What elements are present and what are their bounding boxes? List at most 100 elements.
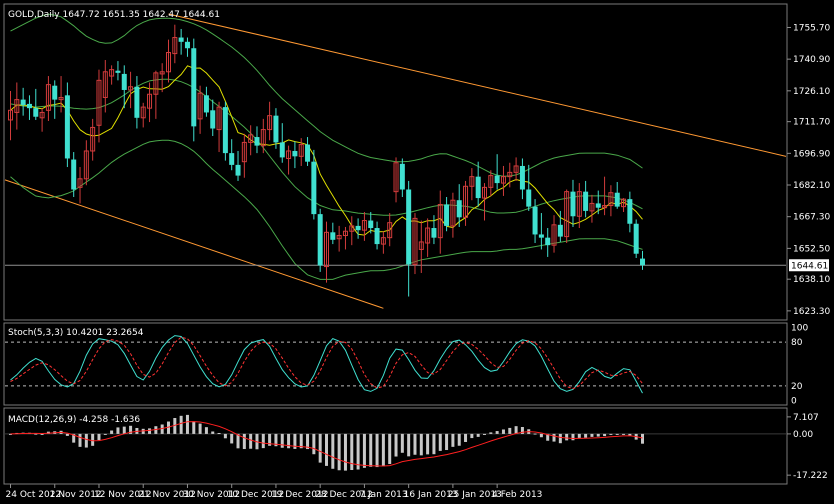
macd-histogram-bar (217, 433, 221, 435)
candle (621, 198, 627, 212)
macd-histogram-bar (242, 433, 246, 450)
candle (519, 158, 525, 200)
candle (608, 185, 614, 217)
candle (557, 210, 563, 242)
macd-histogram-bar (192, 421, 196, 434)
candle-body (71, 159, 77, 190)
macd-histogram-bar (293, 433, 297, 449)
current-price-label: 1644.61 (791, 261, 828, 271)
candle-body (178, 37, 184, 42)
price-tick-label: 1711.70 (793, 118, 830, 128)
channel-lower-line (4, 179, 384, 309)
macd-histogram-bar (438, 433, 442, 451)
candle (128, 71, 134, 109)
macd-histogram-bar (603, 433, 607, 437)
candle (526, 164, 532, 211)
candle (83, 140, 89, 186)
macd-histogram-bar (476, 433, 480, 437)
macd-histogram-bar (445, 433, 449, 451)
stoch-tick-label: 20 (791, 382, 803, 392)
macd-histogram-bar (280, 433, 284, 448)
candle (96, 69, 102, 143)
x-tick-label: 10 Dec 2012 (227, 490, 285, 500)
macd-histogram-bar (483, 433, 486, 435)
stoch-tick-label: 80 (791, 338, 803, 348)
macd-histogram-bar (388, 433, 392, 465)
candle (380, 231, 386, 254)
macd-histogram-bar (268, 433, 272, 446)
price-tick-label: 1652.50 (793, 244, 830, 254)
candle (324, 221, 329, 283)
candle-body (456, 200, 462, 218)
candle (77, 167, 83, 204)
candle-body (361, 220, 367, 231)
candle-body (184, 41, 190, 49)
candle-body (627, 199, 633, 224)
candle (431, 215, 437, 245)
macd-histogram-bar (457, 433, 461, 446)
axes: 1755.70 1740.90 1726.10 1711.70 1696.90 1682.… (6, 23, 831, 500)
bollinger-middle-line (10, 78, 643, 216)
macd-histogram-bar (261, 433, 265, 449)
candle-body (387, 222, 393, 239)
candle-body (20, 99, 26, 105)
candle-body (545, 237, 551, 246)
price-tick-label: 1726.10 (793, 87, 830, 97)
candle-body (317, 214, 323, 266)
macd-tick-label: 7.107 (793, 413, 819, 423)
candle-body (153, 72, 159, 95)
candle-body (589, 202, 595, 212)
candle (292, 141, 298, 169)
macd-histogram-bar (533, 433, 537, 435)
price-panel-frame (3, 3, 788, 321)
candle-body (519, 165, 525, 190)
candle-body (494, 175, 500, 184)
macd-histogram-bar (34, 433, 38, 435)
candle-body (121, 73, 127, 90)
candle (387, 213, 393, 247)
macd-histogram-bar (306, 433, 310, 450)
candle (374, 221, 380, 250)
candle (317, 208, 323, 272)
candle (589, 194, 595, 223)
macd-histogram-bar (91, 433, 95, 446)
macd-histogram-bar (65, 433, 69, 436)
candle-body (557, 224, 563, 237)
candle-body (222, 107, 228, 154)
macd-histogram-bar (154, 426, 158, 434)
candle-body (602, 205, 608, 209)
candle-body (115, 70, 121, 73)
candle (229, 139, 235, 171)
candle (444, 196, 450, 232)
candle (166, 39, 171, 83)
macd-histogram-bar (318, 433, 322, 463)
candle-body (330, 232, 336, 240)
candle-body (64, 95, 70, 159)
candle-body (298, 144, 304, 157)
macd-histogram-bar (615, 433, 619, 435)
x-tick-label: 16 Jan 2013 (404, 490, 458, 500)
candle-body (286, 150, 292, 159)
candle-body (216, 106, 222, 131)
candle-body (248, 134, 254, 143)
candle (418, 220, 424, 273)
macd-histogram-bar (577, 433, 581, 438)
candle (330, 222, 336, 245)
macd-histogram-bar (230, 433, 234, 444)
candle (425, 218, 431, 257)
macd-histogram-bar (343, 433, 347, 471)
candle (576, 183, 582, 229)
candle (564, 189, 570, 244)
candle (39, 108, 45, 132)
macd-histogram-bar (426, 433, 430, 455)
macd-histogram-bar (419, 433, 423, 456)
candle (342, 226, 348, 250)
candle (482, 183, 487, 221)
price-tick-label: 1682.10 (793, 181, 830, 191)
candle (488, 170, 494, 196)
candle (507, 162, 513, 188)
candle-body (570, 191, 576, 217)
macd-histogram-bar (211, 431, 215, 434)
macd-histogram-bar (394, 433, 398, 457)
